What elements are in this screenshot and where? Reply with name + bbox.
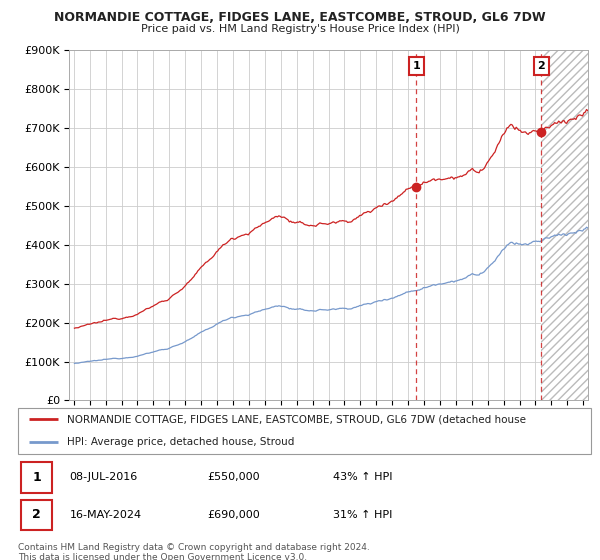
- Text: HPI: Average price, detached house, Stroud: HPI: Average price, detached house, Stro…: [67, 437, 294, 447]
- Text: 43% ↑ HPI: 43% ↑ HPI: [333, 473, 392, 482]
- Text: £690,000: £690,000: [207, 510, 260, 520]
- Text: 2: 2: [538, 61, 545, 71]
- Text: NORMANDIE COTTAGE, FIDGES LANE, EASTCOMBE, STROUD, GL6 7DW (detached house: NORMANDIE COTTAGE, FIDGES LANE, EASTCOMB…: [67, 414, 526, 424]
- Text: 1: 1: [32, 471, 41, 484]
- Text: NORMANDIE COTTAGE, FIDGES LANE, EASTCOMBE, STROUD, GL6 7DW: NORMANDIE COTTAGE, FIDGES LANE, EASTCOMB…: [54, 11, 546, 24]
- Text: Price paid vs. HM Land Registry's House Price Index (HPI): Price paid vs. HM Land Registry's House …: [140, 24, 460, 34]
- Text: 31% ↑ HPI: 31% ↑ HPI: [333, 510, 392, 520]
- FancyBboxPatch shape: [21, 500, 52, 530]
- FancyBboxPatch shape: [21, 462, 52, 493]
- FancyBboxPatch shape: [18, 408, 591, 454]
- Text: 08-JUL-2016: 08-JUL-2016: [70, 473, 138, 482]
- Text: This data is licensed under the Open Government Licence v3.0.: This data is licensed under the Open Gov…: [18, 553, 307, 560]
- Text: £550,000: £550,000: [207, 473, 260, 482]
- Text: Contains HM Land Registry data © Crown copyright and database right 2024.: Contains HM Land Registry data © Crown c…: [18, 543, 370, 552]
- Text: 16-MAY-2024: 16-MAY-2024: [70, 510, 142, 520]
- Text: 2: 2: [32, 508, 41, 521]
- Text: 1: 1: [413, 61, 420, 71]
